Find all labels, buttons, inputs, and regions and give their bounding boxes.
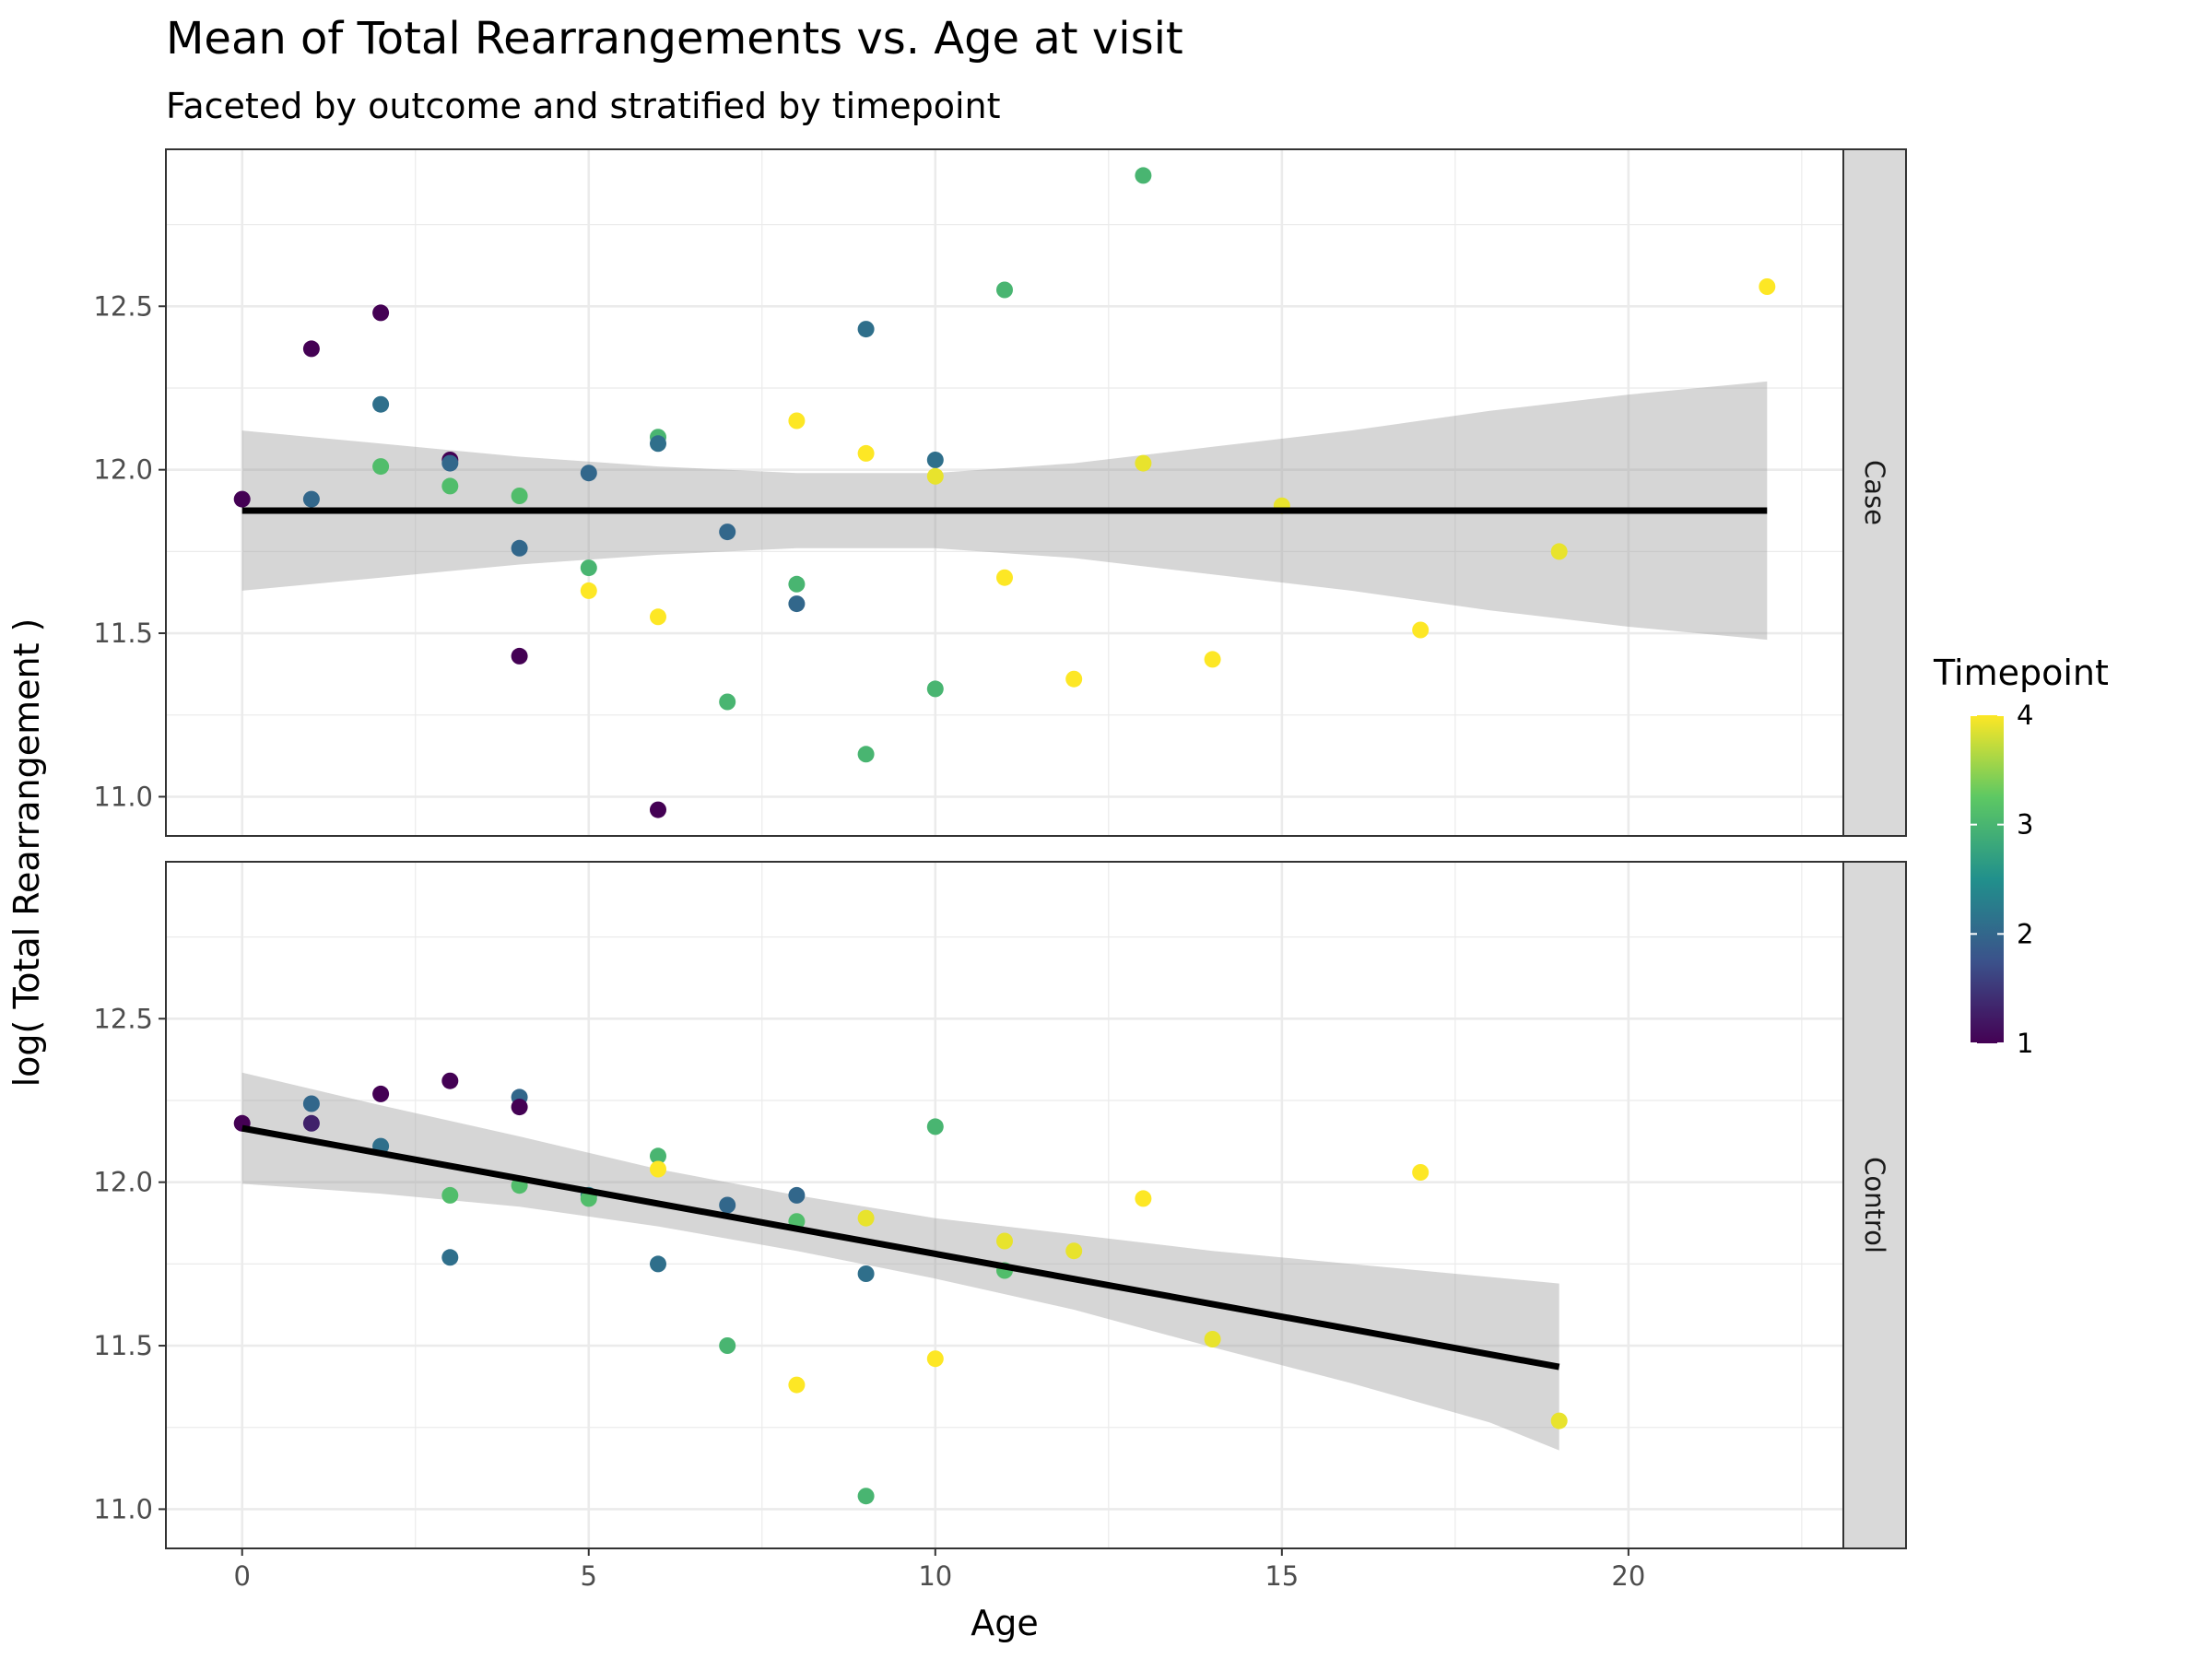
data-point (1065, 1242, 1083, 1260)
data-point (511, 539, 528, 557)
data-point (302, 340, 320, 358)
data-point (233, 490, 251, 508)
data-point (857, 1209, 875, 1227)
data-point (372, 1085, 390, 1102)
data-point (580, 559, 597, 577)
data-point (1135, 1190, 1152, 1207)
data-point (650, 1147, 666, 1165)
data-point (788, 1376, 806, 1394)
data-point (302, 1095, 320, 1112)
y-axis-title: log( Total Rearrangement ) (6, 618, 47, 1088)
y-tick-label: 11.0 (93, 1493, 153, 1524)
data-point (441, 454, 459, 472)
data-point (580, 582, 597, 599)
y-tick-label: 12.5 (93, 1003, 153, 1034)
data-point (650, 1160, 666, 1178)
data-point (441, 1186, 459, 1204)
data-point (511, 488, 528, 504)
data-point (926, 1118, 944, 1135)
data-point (857, 321, 875, 338)
data-point (857, 444, 875, 462)
data-point (650, 1255, 666, 1273)
facet-panel-control: 11.0 11.5 12.0 12.5 Control (93, 861, 1907, 1549)
data-point (1759, 278, 1776, 295)
legend-tick-label: 1 (2017, 1028, 2033, 1059)
facet-panels: 11.0 11.5 12.0 12.5 Case 11.0 11.5 12.0 12.5 Cont… (93, 148, 1907, 1549)
data-point (926, 1350, 944, 1368)
x-tick-label: 15 (1265, 1560, 1299, 1592)
data-point (1135, 167, 1152, 184)
y-tick-label: 11.0 (93, 781, 153, 812)
data-point (650, 608, 666, 626)
data-point (650, 435, 666, 453)
data-point (372, 458, 390, 476)
legend-colorbar (1971, 715, 2004, 1043)
data-point (441, 1249, 459, 1266)
x-axis: 0 5 10 15 20 (234, 1548, 1645, 1592)
data-point (857, 1265, 875, 1282)
data-point (1412, 1164, 1430, 1181)
data-point (511, 647, 528, 665)
legend-tick-label: 2 (2017, 918, 2033, 949)
data-point (996, 1232, 1013, 1250)
data-point (302, 1114, 320, 1132)
facet-strip (1842, 861, 1907, 1549)
data-point (1204, 1331, 1221, 1347)
data-point (1204, 651, 1221, 668)
chart-subtitle: Faceted by outcome and stratified by tim… (166, 86, 1001, 126)
data-point (719, 524, 736, 541)
data-point (996, 281, 1013, 299)
data-point (857, 746, 875, 763)
data-point (372, 395, 390, 413)
x-axis-title: Age (971, 1603, 1039, 1643)
data-point (788, 1186, 806, 1204)
legend-tick-label: 3 (2017, 809, 2033, 841)
x-tick-label: 10 (918, 1560, 952, 1592)
data-point (1135, 454, 1152, 472)
legend-title: Timepoint (1933, 653, 2109, 693)
y-tick-label: 12.0 (93, 454, 153, 486)
fit-line (241, 1124, 1560, 1371)
facet-strip-label: Case (1859, 460, 1890, 525)
data-point (302, 490, 320, 508)
data-point (580, 465, 597, 482)
data-point (926, 467, 944, 485)
data-point (372, 304, 390, 322)
x-tick-label: 5 (581, 1560, 597, 1592)
legend-tick-label: 4 (2017, 700, 2033, 731)
data-point (1412, 621, 1430, 639)
facet-panel-case: 11.0 11.5 12.0 12.5 Case (93, 148, 1907, 837)
y-tick-label: 11.5 (93, 618, 153, 649)
data-point (719, 1196, 736, 1214)
chart-title: Mean of Total Rearrangements vs. Age at … (166, 13, 1183, 65)
x-tick-label: 0 (234, 1560, 251, 1592)
data-point (788, 595, 806, 613)
data-point (1065, 670, 1083, 688)
data-point (719, 693, 736, 711)
data-point (788, 412, 806, 429)
facet-strip (1842, 148, 1907, 837)
data-point (441, 1072, 459, 1089)
panel-background (166, 862, 1843, 1548)
y-tick-label: 12.5 (93, 290, 153, 322)
data-point (441, 477, 459, 495)
y-tick-label: 12.0 (93, 1167, 153, 1198)
data-point (719, 1337, 736, 1354)
data-point (788, 575, 806, 593)
data-point (857, 1488, 875, 1505)
confidence-ribbon (241, 1072, 1559, 1451)
data-point (650, 801, 666, 818)
legend-ticks: 1 2 3 4 (1971, 700, 2033, 1059)
data-point (926, 452, 944, 468)
legend: Timepoint 1 2 3 4 (1933, 653, 2109, 1059)
y-tick-label: 11.5 (93, 1330, 153, 1361)
data-point (511, 1099, 528, 1116)
data-point (1550, 1412, 1568, 1430)
facet-strip-label: Control (1859, 1157, 1890, 1253)
data-point (1550, 543, 1568, 560)
x-tick-label: 20 (1611, 1560, 1645, 1592)
data-point (996, 569, 1013, 586)
data-point (926, 680, 944, 698)
